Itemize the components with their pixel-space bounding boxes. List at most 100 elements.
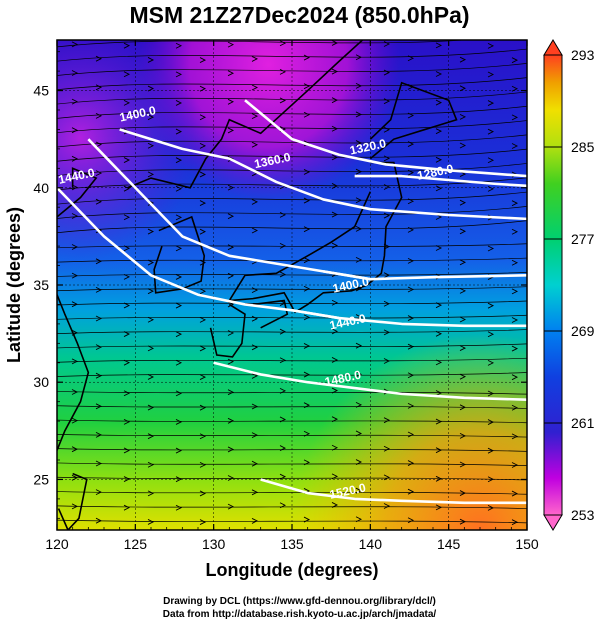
- wind-arrow: [227, 301, 235, 308]
- wind-arrow: [331, 502, 339, 508]
- wind-arrow: [459, 142, 467, 149]
- wind-arrow: [95, 372, 103, 379]
- wind-arrow: [71, 389, 79, 395]
- wind-arrow: [95, 403, 103, 410]
- colorbar-tick-label: 277: [571, 231, 595, 247]
- wind-arrow: [459, 461, 467, 468]
- x-tick-label: 140: [359, 536, 383, 552]
- streamline: [57, 62, 527, 76]
- wind-arrow: [331, 444, 339, 451]
- wind-arrow: [199, 114, 207, 121]
- wind-arrow: [147, 433, 155, 440]
- wind-arrow: [175, 476, 183, 483]
- credit-data: Data from http://database.rish.kyoto-u.a…: [162, 609, 437, 620]
- wind-arrow: [95, 198, 103, 205]
- wind-arrow: [251, 315, 259, 322]
- colorbar-tick-label: 285: [571, 139, 595, 155]
- coastlines: [57, 40, 458, 530]
- wind-arrow: [175, 245, 183, 252]
- wind-arrow: [227, 503, 235, 510]
- wind-arrow: [123, 99, 131, 106]
- wind-arrow: [487, 447, 495, 454]
- wind-arrow: [199, 85, 207, 92]
- wind-arrow: [279, 387, 287, 394]
- wind-arrow: [435, 302, 443, 309]
- wind-arrow: [303, 371, 311, 378]
- wind-arrow: [279, 473, 287, 480]
- wind-arrow: [487, 390, 495, 397]
- wind-arrow: [355, 140, 363, 146]
- wind-arrow: [251, 113, 259, 120]
- wind-arrow: [95, 141, 103, 148]
- contour-line: [323, 270, 371, 281]
- wind-arrow: [95, 286, 103, 293]
- wind-arrow: [123, 447, 131, 454]
- wind-arrow: [123, 245, 131, 252]
- wind-arrow: [435, 185, 443, 192]
- wind-arrow: [175, 302, 183, 309]
- wind-arrow: [175, 504, 183, 511]
- wind-arrow: [175, 214, 183, 221]
- wind-arrow: [95, 517, 103, 524]
- wind-arrow: [407, 402, 415, 409]
- wind-arrow: [459, 490, 467, 496]
- wind-arrow: [407, 372, 415, 379]
- wind-arrow: [355, 82, 363, 89]
- wind-arrow: [279, 271, 287, 278]
- wind-arrow: [147, 316, 155, 323]
- wind-arrow: [251, 199, 259, 205]
- wind-arrow: [71, 446, 79, 453]
- wind-arrow: [199, 461, 207, 468]
- streamline: [57, 300, 527, 306]
- wind-arrow: [227, 127, 235, 134]
- contour-line: [260, 478, 527, 505]
- wind-arrow: [303, 402, 311, 409]
- wind-arrow: [487, 185, 495, 192]
- wind-arrow: [123, 42, 131, 49]
- wind-arrow: [511, 519, 519, 526]
- wind-arrow: [331, 211, 339, 218]
- wind-arrow: [279, 502, 287, 509]
- colorbar-tick-label: 253: [571, 507, 595, 523]
- coastline: [127, 40, 364, 189]
- wind-arrow: [407, 343, 415, 350]
- wind-arrow: [123, 157, 131, 163]
- wind-arrow: [71, 70, 79, 76]
- wind-arrow: [199, 288, 207, 295]
- x-axis: 120 125 130 135 140 145 150: [45, 40, 539, 552]
- wind-arrow: [407, 460, 415, 466]
- x-tick-label: 145: [437, 536, 461, 552]
- coastline: [369, 81, 458, 160]
- wind-arrow: [355, 256, 363, 263]
- wind-arrow: [227, 330, 235, 336]
- wind-arrow: [331, 387, 339, 394]
- streamline: [57, 220, 527, 234]
- wind-arrow: [147, 288, 155, 295]
- wind-arrow: [279, 242, 287, 249]
- wind-arrow: [383, 184, 391, 190]
- wind-arrow: [251, 432, 259, 439]
- wind-arrow: [199, 345, 207, 352]
- wind-arrow: [355, 285, 363, 292]
- wind-arrow: [331, 183, 339, 189]
- wind-arrow: [331, 299, 339, 306]
- colorbar-tick-label: 293: [571, 47, 595, 63]
- wind-arrow: [435, 475, 443, 482]
- wind-arrow: [279, 40, 287, 47]
- wind-arrow: [331, 473, 339, 480]
- wind-arrow: [71, 98, 79, 105]
- wind-arrow: [407, 257, 415, 264]
- y-axis-label: Latitude (degrees): [4, 207, 24, 363]
- wind-arrow: [303, 83, 311, 90]
- wind-arrow: [355, 430, 363, 437]
- wind-arrow: [487, 128, 495, 135]
- wind-arrow: [303, 54, 311, 61]
- wind-arrow: [251, 287, 259, 294]
- wind-arrow: [123, 331, 131, 337]
- wind-arrow: [147, 490, 155, 497]
- wind-arrow: [331, 125, 339, 132]
- x-tick-label: 125: [124, 536, 148, 552]
- wind-arrow: [407, 55, 415, 62]
- wind-arrow: [71, 358, 79, 365]
- wind-arrow: [147, 404, 155, 411]
